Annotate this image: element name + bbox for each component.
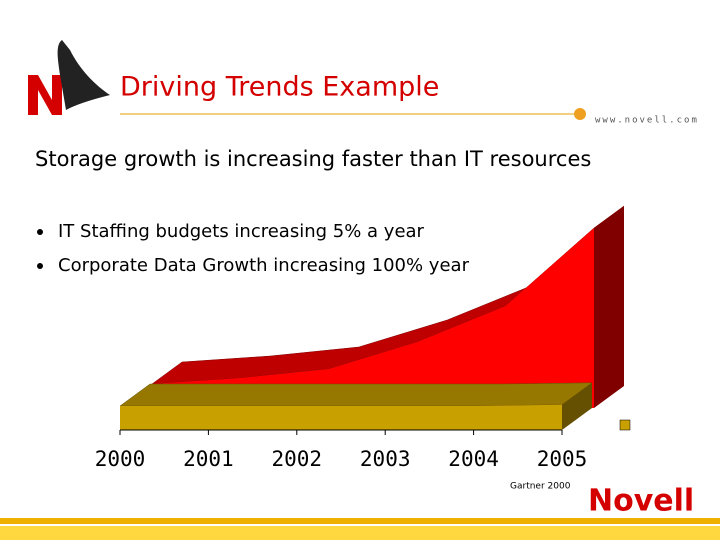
x-tick-label: 2003 — [360, 447, 411, 471]
source: Gartner 2000 — [510, 482, 571, 492]
bullet: IT Staffing budgets increasing 5% a year — [58, 221, 425, 242]
area-side — [562, 382, 592, 430]
x-tick-label: 2002 — [272, 447, 323, 471]
logo-figure — [57, 40, 110, 110]
rule-dot — [574, 108, 586, 120]
area-side — [594, 206, 624, 408]
x-tick-label: 2000 — [95, 447, 146, 471]
chart: 2000 2001 2002 2003 2004 2005 — [95, 205, 631, 471]
slide-title: Driving Trends Example — [120, 72, 439, 103]
x-tick-label: 2005 — [537, 447, 588, 471]
footer-stripe — [0, 518, 720, 524]
footer-stripe — [0, 526, 720, 540]
area — [152, 228, 594, 408]
logo-n — [28, 75, 62, 115]
area — [120, 404, 562, 430]
bullet: Corporate Data Growth increasing 100% ye… — [58, 255, 470, 276]
bullet-dot — [37, 229, 43, 235]
x-tick-label: 2004 — [448, 447, 499, 471]
subtitle: Storage growth is increasing faster than… — [35, 147, 591, 171]
x-tick-label: 2001 — [183, 447, 234, 471]
area-top — [119, 382, 593, 407]
bullet-dot — [37, 263, 43, 269]
legend-swatch — [619, 419, 631, 431]
url: www.novell.com — [595, 116, 699, 126]
brand: Novell — [588, 484, 694, 519]
